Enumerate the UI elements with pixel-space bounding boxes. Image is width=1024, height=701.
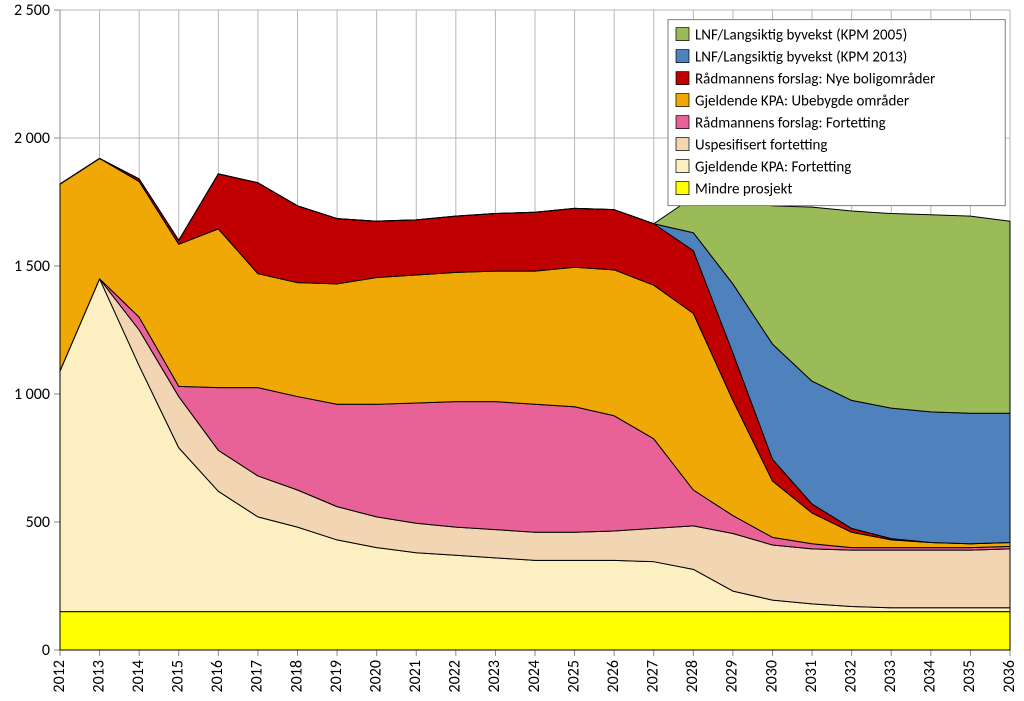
x-axis-tick-label: 2018	[287, 660, 306, 692]
x-axis-tick-label: 2014	[129, 660, 148, 692]
x-axis-tick-label: 2021	[406, 660, 425, 692]
x-axis-tick-label: 2024	[525, 660, 544, 692]
x-axis-tick-label: 2020	[366, 660, 385, 692]
x-axis-tick-label: 2033	[881, 660, 900, 692]
y-axis-tick-label: 500	[26, 513, 50, 532]
x-axis-tick-label: 2031	[802, 660, 821, 692]
legend-box	[668, 20, 1005, 206]
x-axis-tick-label: 2023	[485, 660, 504, 692]
x-axis-tick-label: 2035	[960, 660, 979, 692]
stacked-area-chart: 0 500 1 000 1 500 2 000 2 500 2012 2013 2014 2015…	[0, 0, 1024, 696]
x-axis-tick-label: 2030	[762, 660, 781, 692]
legend-label: Mindre prosjekt	[695, 181, 792, 199]
x-axis-tick-label: 2016	[208, 660, 227, 692]
legend-label: Rådmannens forslag: Fortetting	[695, 115, 886, 133]
chart-svg: 0 500 1 000 1 500 2 000 2 500 2012 2013 2014 2015…	[0, 0, 1024, 696]
x-axis-tick-label: 2034	[921, 660, 940, 692]
y-axis-tick-label: 1 000	[14, 385, 50, 404]
legend-label: Uspesifisert fortetting	[695, 137, 828, 155]
legend-swatch	[676, 28, 689, 41]
series-area	[60, 612, 1010, 650]
x-axis-tick-label: 2022	[446, 660, 465, 692]
legend-label: Gjeldende KPA: Fortetting	[695, 159, 851, 177]
legend-label: Gjeldende KPA: Ubebygde områder	[695, 93, 909, 111]
legend-swatch	[676, 94, 689, 107]
legend-swatch	[676, 50, 689, 63]
legend-swatch	[676, 182, 689, 195]
legend-swatch	[676, 160, 689, 173]
x-axis-tick-label: 2028	[683, 660, 702, 692]
x-axis-tick-label: 2025	[564, 660, 583, 692]
legend-swatch	[676, 138, 689, 151]
legend-label: LNF/Langsiktig byvekst (KPM 2005)	[695, 27, 907, 45]
x-axis-tick-label: 2019	[327, 660, 346, 692]
x-axis-tick-label: 2015	[169, 660, 188, 692]
x-axis-tick-label: 2027	[644, 660, 663, 692]
legend-label: Rådmannens forslag: Nye boligområder	[695, 71, 935, 89]
x-axis-tick-label: 2029	[723, 660, 742, 692]
y-axis-tick-label: 0	[42, 641, 50, 660]
x-axis-tick-label: 2017	[248, 660, 267, 692]
legend-label: LNF/Langsiktig byvekst (KPM 2013)	[695, 49, 907, 67]
x-axis-tick-label: 2036	[1000, 660, 1019, 692]
legend-swatch	[676, 72, 689, 85]
y-axis-tick-label: 1 500	[14, 257, 50, 276]
x-axis-tick-label: 2012	[50, 660, 69, 692]
x-axis-tick-label: 2032	[841, 660, 860, 692]
y-axis-tick-label: 2 000	[14, 129, 50, 148]
y-axis-tick-label: 2 500	[14, 1, 50, 20]
x-axis-tick-label: 2013	[89, 660, 108, 692]
legend-swatch	[676, 116, 689, 129]
x-axis-tick-label: 2026	[604, 660, 623, 692]
